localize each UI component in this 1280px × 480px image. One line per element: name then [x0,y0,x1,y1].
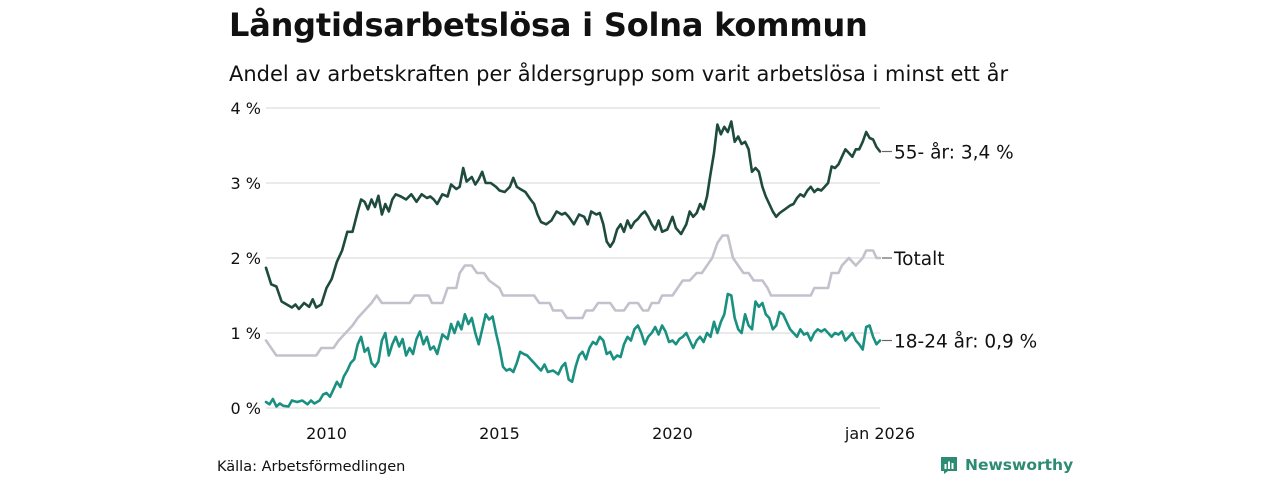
gridlines [266,107,880,409]
chart-title: Långtidsarbetslösa i Solna kommun [229,6,868,44]
x-axis-tick-labels: 2010 2015 2020 jan 2026 [306,424,915,443]
y-tick-label: 2 % [231,249,261,268]
end-label-18-24-r: 18-24 år: 0,9 % [894,332,1037,353]
end-label-totalt: Totalt [893,249,944,270]
x-tick-label: 2010 [306,424,347,443]
series-end-labels: 55- år: 3,4 % Totalt 18-24 år: 0,9 % [882,143,1037,353]
y-tick-label: 4 % [231,99,261,118]
newsworthy-logo-icon [941,457,957,474]
x-tick-label: 2020 [652,424,693,443]
y-tick-label: 3 % [231,174,261,193]
brand-name: Newsworthy [965,456,1074,474]
series-lines [264,120,882,408]
brand-logo[interactable]: Newsworthy [939,455,1073,475]
series-line-totalt [264,234,882,357]
x-tick-label: jan 2026 [844,424,915,443]
y-tick-label: 1 % [231,324,261,343]
x-tick-label: 2015 [479,424,520,443]
chart-subtitle: Andel av arbetskraften per åldersgrupp s… [229,62,1009,86]
source-note: Källa: Arbetsförmedlingen [217,459,406,475]
y-tick-label: 0 % [231,399,261,418]
y-axis-tick-labels: 0 % 1 % 2 % 3 % 4 % [231,99,261,418]
end-label-55-r: 55- år: 3,4 % [894,143,1014,164]
series-line-18-24-r [264,292,882,408]
series-line-55-r [264,120,882,311]
